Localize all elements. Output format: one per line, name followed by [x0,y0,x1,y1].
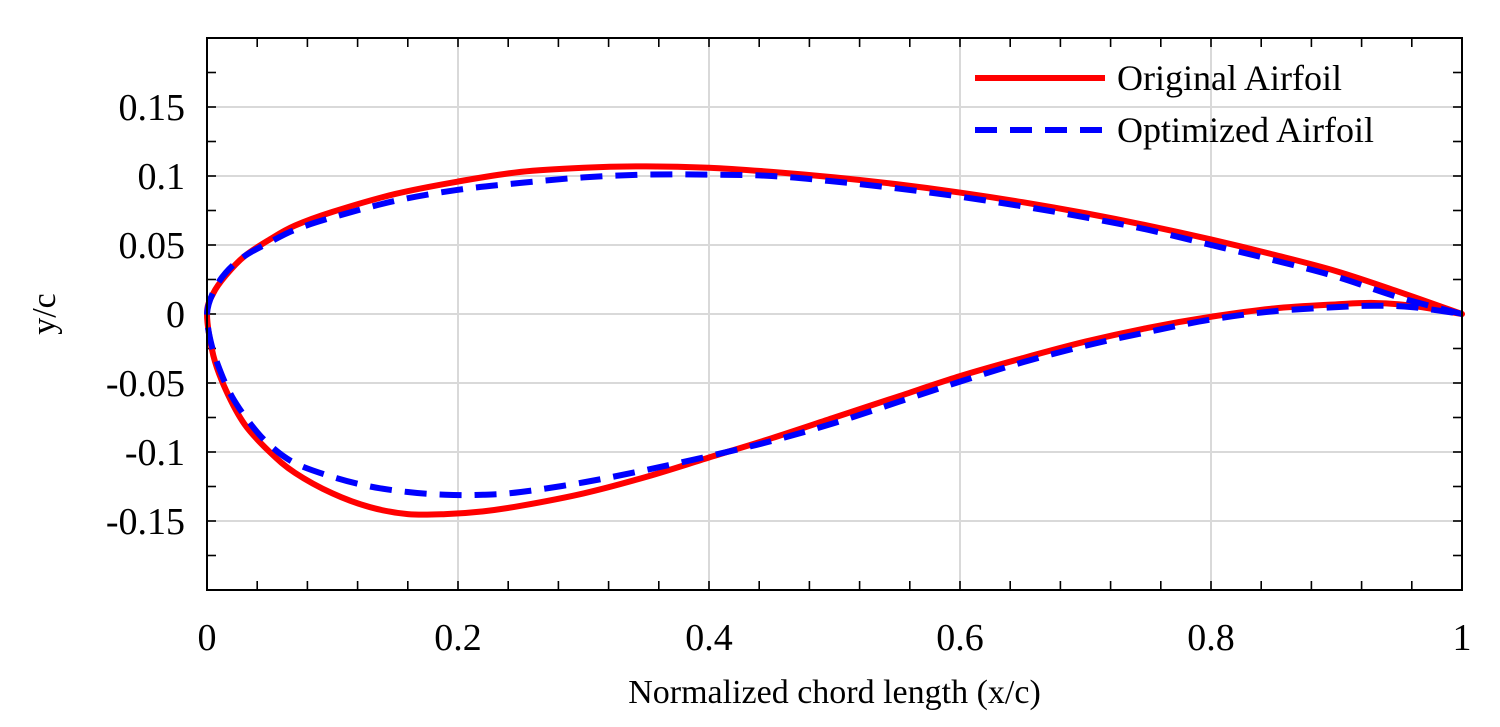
y-tick-label: 0.1 [138,156,186,198]
y-tick-label: 0 [166,294,185,336]
axis-ticks [206,37,1463,591]
plot-frame [206,37,1463,591]
grid-lines [206,38,1463,590]
x-axis-label: Normalized chord length (x/c) [628,674,1041,711]
legend-label-optimized: Optimized Airfoil [1117,110,1374,150]
x-tick-label: 0.4 [685,617,733,659]
y-tick-label: 0.15 [119,87,186,129]
x-tick-label: 0 [198,617,217,659]
y-tick-labels: -0.15 -0.1 -0.05 0 0.05 0.1 0.15 [106,87,185,543]
y-tick-label: -0.05 [106,363,185,405]
x-tick-label: 0.8 [1187,617,1235,659]
y-tick-label: -0.15 [106,501,185,543]
series-line-optimized [203,171,1463,499]
y-tick-label: -0.1 [125,432,185,474]
x-tick-label: 0.6 [936,617,984,659]
legend: Original Airfoil Optimized Airfoil [975,58,1374,150]
x-tick-label: 1 [1453,617,1472,659]
legend-label-original: Original Airfoil [1117,58,1342,98]
y-axis-label: y/c [26,293,63,335]
y-tick-label: 0.05 [119,225,186,267]
data-series [203,163,1465,518]
x-tick-label: 0.2 [434,617,482,659]
x-tick-labels: 0 0.2 0.4 0.6 0.8 1 [198,617,1472,659]
